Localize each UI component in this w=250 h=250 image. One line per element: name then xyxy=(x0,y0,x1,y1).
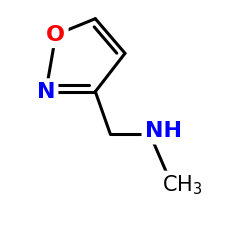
Text: NH: NH xyxy=(145,121,182,141)
Text: CH$_3$: CH$_3$ xyxy=(162,174,202,197)
Text: O: O xyxy=(46,25,65,45)
Text: N: N xyxy=(37,82,55,102)
